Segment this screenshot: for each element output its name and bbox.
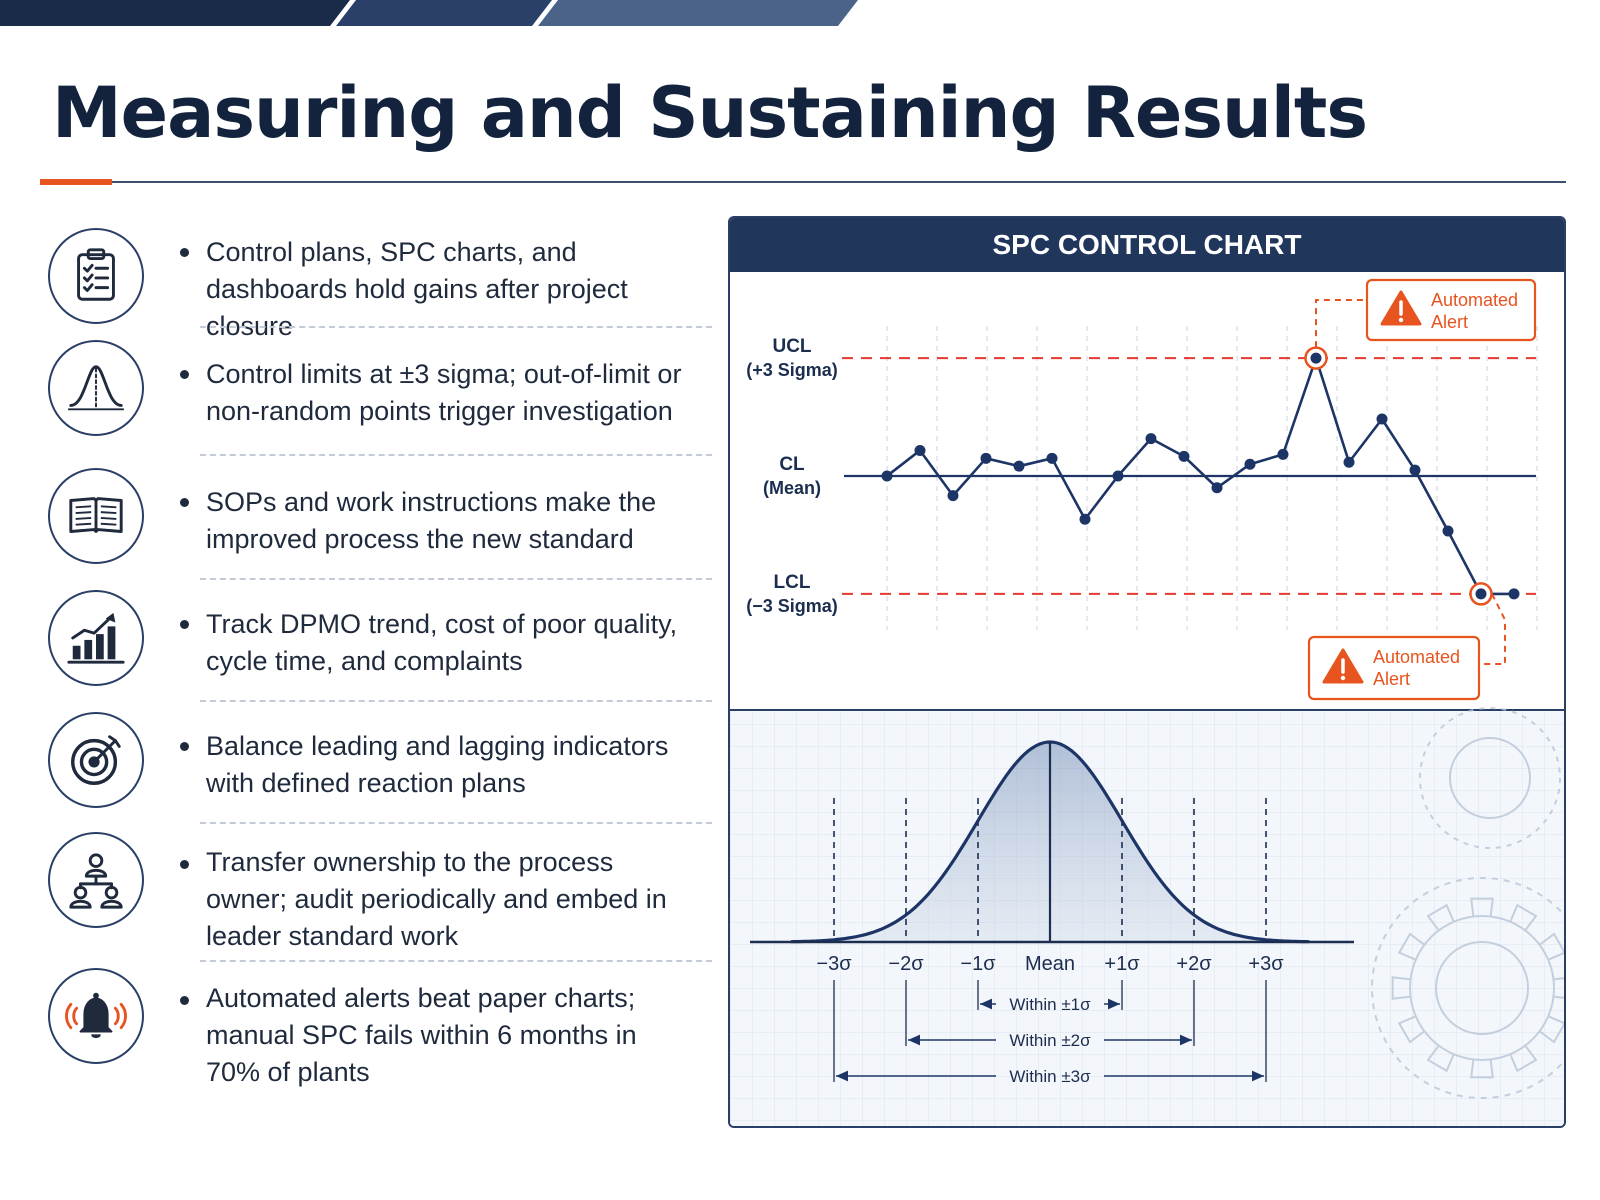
sigma-tick-label: +1σ — [1104, 953, 1140, 975]
ucl-label: UCL — [772, 336, 811, 357]
cl-sublabel: (Mean) — [763, 478, 821, 498]
open-book-icon — [48, 468, 144, 564]
bullet-text: Track DPMO trend, cost of poor quality, … — [206, 609, 678, 676]
bullet-separator — [200, 326, 712, 328]
bullet-text: Automated alerts beat paper charts; manu… — [206, 983, 637, 1087]
warning-icon — [1380, 290, 1422, 326]
sigma-tick-label: +3σ — [1248, 953, 1284, 975]
top-decorative-banner — [0, 0, 858, 26]
data-point — [980, 452, 992, 464]
data-point — [1310, 352, 1322, 364]
data-point — [1409, 464, 1421, 476]
data-point — [881, 470, 893, 482]
cl-label: CL — [779, 454, 805, 475]
title-accent-bar — [40, 179, 112, 185]
sigma-tick-label: −1σ — [960, 953, 996, 975]
bullet-text: Control limits at ±3 sigma; out-of-limit… — [206, 359, 682, 426]
sigma-tick-label: −3σ — [816, 953, 852, 975]
page-title: Measuring and Sustaining Results — [52, 72, 1368, 154]
bullet-separator — [200, 454, 712, 456]
alarm-bell-icon — [48, 968, 144, 1064]
alert-label: Automated — [1373, 647, 1460, 667]
alert-label: Alert — [1431, 312, 1468, 332]
data-point — [1112, 470, 1124, 482]
bullet-dot — [180, 742, 189, 751]
bullet-dot — [180, 248, 189, 257]
bullet-separator — [200, 822, 712, 824]
bell-curve-icon — [48, 340, 144, 436]
lcl-sublabel: (−3 Sigma) — [746, 596, 838, 616]
range-label: Within ±3σ — [1009, 1067, 1091, 1086]
trend-bar-chart-icon — [48, 590, 144, 686]
sigma-tick-label: −2σ — [888, 953, 924, 975]
chart-title: SPC CONTROL CHART — [730, 218, 1564, 272]
data-point — [1343, 456, 1355, 468]
alert-label: Alert — [1373, 669, 1410, 689]
bullet-separator — [200, 960, 712, 962]
title-divider — [40, 181, 1566, 183]
clipboard-checklist-icon — [48, 228, 144, 324]
data-point — [947, 490, 959, 502]
data-point — [1145, 433, 1157, 445]
bullet-text: Transfer ownership to the process owner;… — [206, 847, 667, 951]
ucl-sublabel: (+3 Sigma) — [746, 360, 838, 380]
range-label: Within ±2σ — [1009, 1031, 1091, 1050]
bullet-text: Balance leading and lagging indicators w… — [206, 731, 669, 798]
data-point — [1046, 452, 1058, 464]
bullet-dot — [180, 498, 189, 507]
data-point — [1376, 413, 1388, 425]
org-hierarchy-icon — [48, 832, 144, 928]
data-point — [1211, 482, 1223, 494]
bullet-separator — [200, 700, 712, 702]
warning-icon — [1322, 648, 1364, 684]
alert-connector — [1479, 593, 1506, 665]
sigma-tick-label: +2σ — [1176, 953, 1212, 975]
alert-connector — [1315, 299, 1367, 348]
data-point — [1013, 460, 1025, 472]
bullet-text: SOPs and work instructions make the impr… — [206, 487, 657, 554]
data-point — [1475, 588, 1487, 600]
spc-chart-svg: UCL (+3 Sigma) CL (Mean) LCL (−3 Sigma) Autom… — [730, 278, 1564, 1126]
data-point — [1178, 450, 1190, 462]
bullet-dot — [180, 370, 189, 379]
measurement-series-line — [886, 356, 1514, 596]
sigma-tick-label: Mean — [1025, 953, 1075, 975]
data-point — [914, 444, 926, 456]
target-icon — [48, 712, 144, 808]
data-point — [1079, 513, 1091, 525]
lcl-label: LCL — [774, 572, 811, 593]
data-point — [1508, 588, 1520, 600]
data-point — [1244, 458, 1256, 470]
alert-label: Automated — [1431, 290, 1518, 310]
bullet-text: Control plans, SPC charts, and dashboard… — [206, 237, 628, 341]
data-point — [1442, 525, 1454, 537]
data-point — [1277, 448, 1289, 460]
spc-chart-panel: SPC CONTROL CHART — [728, 216, 1566, 1128]
gear-watermark-icon — [1371, 707, 1564, 1099]
bullet-separator — [200, 578, 712, 580]
bullet-dot — [180, 860, 189, 869]
bullet-dot — [180, 620, 189, 629]
bullet-dot — [180, 996, 189, 1005]
bullet-list: Control plans, SPC charts, and dashboard… — [40, 212, 712, 1132]
range-label: Within ±1σ — [1009, 995, 1091, 1014]
